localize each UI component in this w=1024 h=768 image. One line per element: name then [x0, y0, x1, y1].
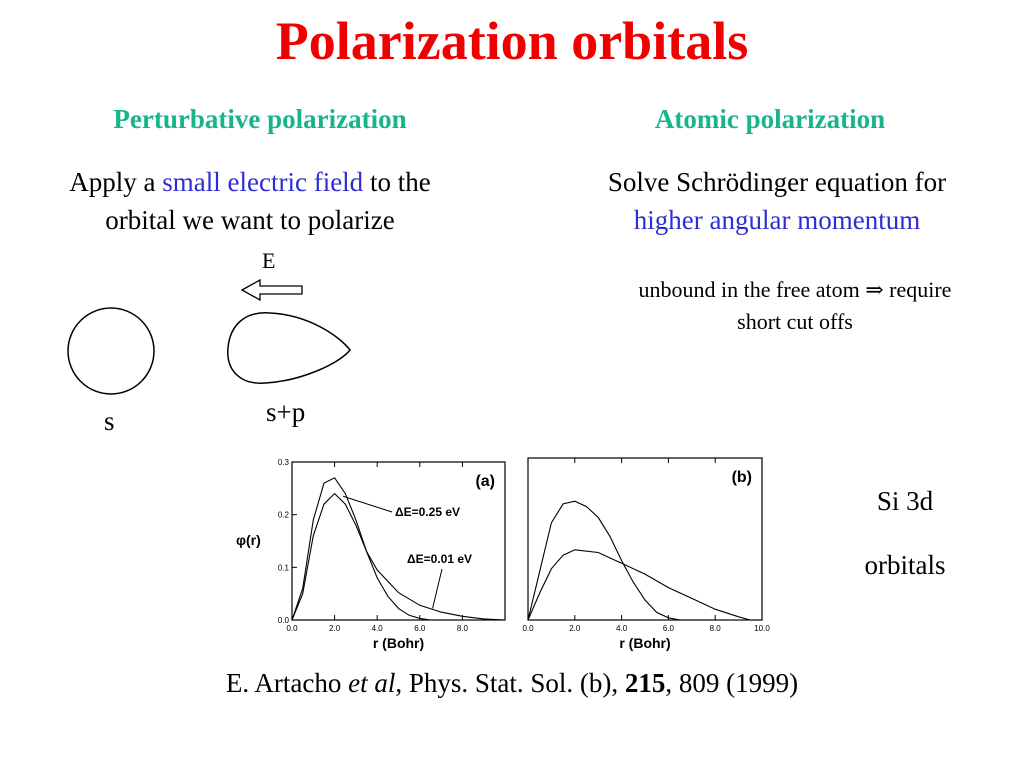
left-line-1: Apply a small electric field to the	[0, 163, 500, 201]
left-line-1-post: to the	[363, 167, 431, 197]
citation-journal: , Phys. Stat. Sol. (b),	[395, 668, 625, 698]
x-tick-label: 8.0	[457, 624, 469, 633]
side-label: Si 3d orbitals	[830, 482, 980, 584]
right-line-1: Solve Schrödinger equation for	[607, 167, 947, 197]
y-axis-label: φ(r)	[236, 532, 261, 548]
field-label: E	[262, 248, 276, 273]
y-tick-label: 0.1	[278, 563, 290, 572]
citation: E. Artacho et al, Phys. Stat. Sol. (b), …	[0, 668, 1024, 699]
panel-label: (a)	[475, 473, 495, 490]
sp-orbital-shape	[227, 312, 351, 384]
page-title: Polarization orbitals	[275, 11, 749, 71]
x-tick-label: 2.0	[329, 624, 341, 633]
plot-frame	[527, 457, 763, 621]
annotation-pointer	[432, 568, 443, 609]
left-line-1-pre: Apply a	[69, 167, 163, 197]
series-line-2	[291, 492, 506, 621]
sp-label: s+p	[266, 397, 306, 427]
panel-label: (b)	[732, 469, 752, 486]
left-description: Apply a small electric field to the orbi…	[0, 163, 500, 239]
x-tick-label: 6.0	[663, 624, 675, 633]
annotation-label: ΔE=0.25 eV	[395, 505, 460, 519]
series-line-1	[291, 477, 431, 621]
y-tick-label: 0.2	[278, 511, 290, 520]
x-tick-label: 4.0	[372, 624, 384, 633]
x-tick-label: 0.0	[286, 624, 298, 633]
orbital-charts: 0.0 2.0 4.0 6.0 8.0 0.0 0.1 0.2 0.3 (a) r (Bohr) φ(…	[236, 457, 770, 651]
electric-field-highlight: small electric field	[162, 167, 364, 197]
s-label: s	[104, 406, 115, 436]
x-tick-label: 4.0	[616, 624, 628, 633]
citation-etal: et al	[348, 668, 396, 698]
side-label-line-2: orbitals	[864, 550, 946, 580]
chart-panel-a: 0.0 2.0 4.0 6.0 8.0 0.0 0.1 0.2 0.3 (a) r (Bohr) φ(…	[236, 458, 506, 651]
field-arrow-icon	[240, 278, 303, 302]
right-note-line-2: short cut offs	[737, 309, 853, 334]
x-tick-label: 6.0	[414, 624, 426, 633]
right-heading: Atomic polarization	[654, 104, 886, 134]
x-tick-label: 0.0	[522, 624, 534, 633]
annotation-label: ΔE=0.01 eV	[407, 552, 472, 566]
series-line-1	[527, 500, 681, 621]
citation-author: E. Artacho	[225, 668, 349, 698]
y-tick-label: 0.0	[278, 616, 290, 625]
left-line-2: orbital we want to polarize	[105, 205, 395, 235]
right-line-2: higher angular momentum	[633, 205, 921, 235]
s-orbital-circle	[67, 307, 155, 395]
right-description: Solve Schrödinger equation for higher an…	[520, 163, 1024, 239]
citation-pages-year: , 809 (1999)	[665, 668, 799, 698]
citation-volume: 215	[624, 668, 666, 698]
right-note-line-1: unbound in the free atom ⇒ require	[638, 277, 952, 302]
chart-panel-b: 0.0 2.0 4.0 6.0 8.0 10.0 (b) r (Bohr)	[522, 457, 770, 651]
x-axis-label: r (Bohr)	[373, 635, 424, 651]
y-tick-label: 0.3	[278, 458, 290, 467]
x-axis-label: r (Bohr)	[619, 635, 670, 651]
left-heading: Perturbative polarization	[113, 104, 407, 134]
annotation-pointer	[342, 495, 393, 513]
side-label-line-1: Si 3d	[876, 486, 934, 516]
series-line-2	[527, 549, 751, 621]
x-tick-label: 2.0	[569, 624, 581, 633]
orbital-sketch	[67, 278, 351, 395]
x-tick-label: 8.0	[710, 624, 722, 633]
x-tick-label: 10.0	[754, 624, 770, 633]
plot-frame	[291, 461, 506, 621]
right-note: unbound in the free atom ⇒ require short…	[575, 274, 1015, 338]
